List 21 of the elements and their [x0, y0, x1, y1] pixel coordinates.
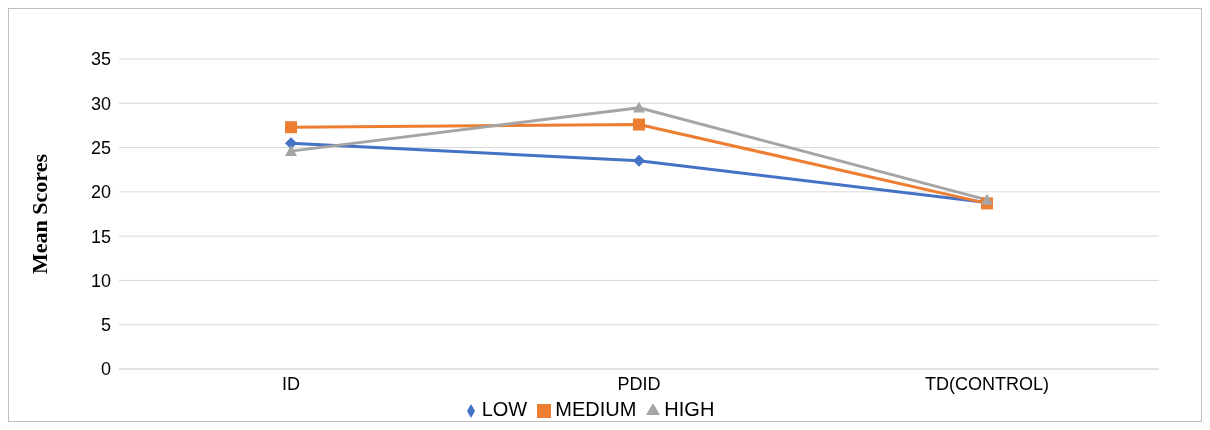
y-tick-label: 30 [90, 93, 111, 114]
y-tick-label: 10 [90, 270, 111, 291]
point [981, 193, 993, 205]
y-tick-label: 0 [100, 359, 111, 380]
point [633, 154, 645, 167]
y-tick-label: 5 [100, 315, 111, 336]
y-axis-title: Mean Scores [26, 153, 52, 274]
y-tick-label: 25 [90, 137, 111, 158]
point [285, 145, 297, 156]
point [285, 121, 297, 134]
x-tick-label: ID [282, 373, 300, 394]
y-tick-label: 35 [90, 49, 111, 70]
x-tick-label: TD(CONTROL) [925, 373, 1049, 394]
legend-label: HIGH [664, 398, 715, 420]
y-tick-label: 15 [90, 226, 111, 247]
point [633, 101, 645, 113]
y-tick-label: 20 [90, 182, 111, 203]
x-tick-label: PDID [617, 373, 661, 394]
legend-label: LOW [481, 398, 528, 420]
legend-label: MEDIUM [555, 398, 637, 420]
point [633, 118, 645, 131]
